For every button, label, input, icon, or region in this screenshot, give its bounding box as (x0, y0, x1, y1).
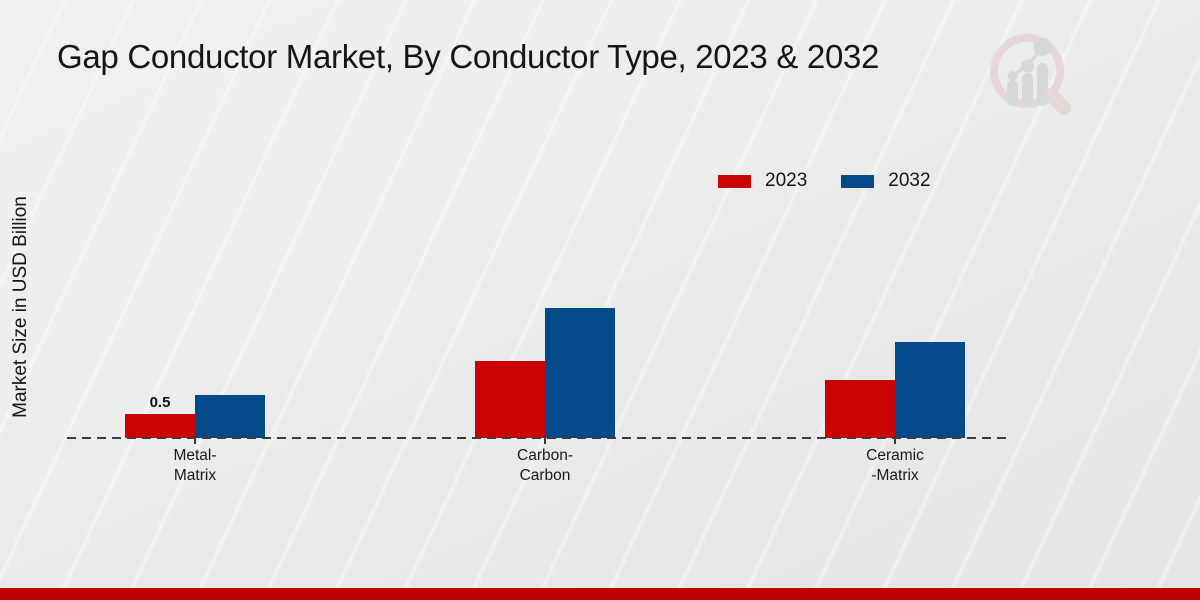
magnifier-bar-chart-logo-icon (990, 34, 1071, 115)
x-axis-dashed-baseline (67, 437, 1008, 439)
bar-2032-Carbon-Carbon (545, 308, 615, 438)
legend-label-2032: 2032 (888, 170, 931, 191)
chart-title: Gap Conductor Market, By Conductor Type,… (57, 38, 880, 75)
x-axis-tick (194, 438, 196, 444)
x-axis-tick (894, 438, 896, 444)
bar-2032-Metal-Matrix (195, 394, 265, 438)
bar-2023-Carbon-Carbon (475, 361, 545, 438)
legend-item-2032: 2032 (841, 170, 931, 192)
category-label-Ceramic-Matrix: Ceramic -Matrix (866, 447, 924, 484)
bar-2023-Ceramic-Matrix (825, 380, 895, 438)
bar-2023-Metal-Matrix (125, 414, 195, 438)
legend-label-2023: 2023 (765, 170, 808, 191)
bar-2032-Ceramic-Matrix (895, 342, 965, 438)
legend: 2023 2032 (718, 170, 931, 192)
bottom-accent-bar (0, 588, 1200, 600)
legend-swatch-2032 (841, 174, 875, 188)
legend-item-2023: 2023 (718, 170, 807, 192)
bar-data-label: 0.5 (149, 394, 171, 411)
category-label-Metal-Matrix: Metal- Matrix (173, 447, 217, 484)
x-axis-tick (544, 438, 546, 444)
category-label-Carbon-Carbon: Carbon- Carbon (517, 447, 573, 484)
legend-swatch-2023 (718, 174, 751, 188)
